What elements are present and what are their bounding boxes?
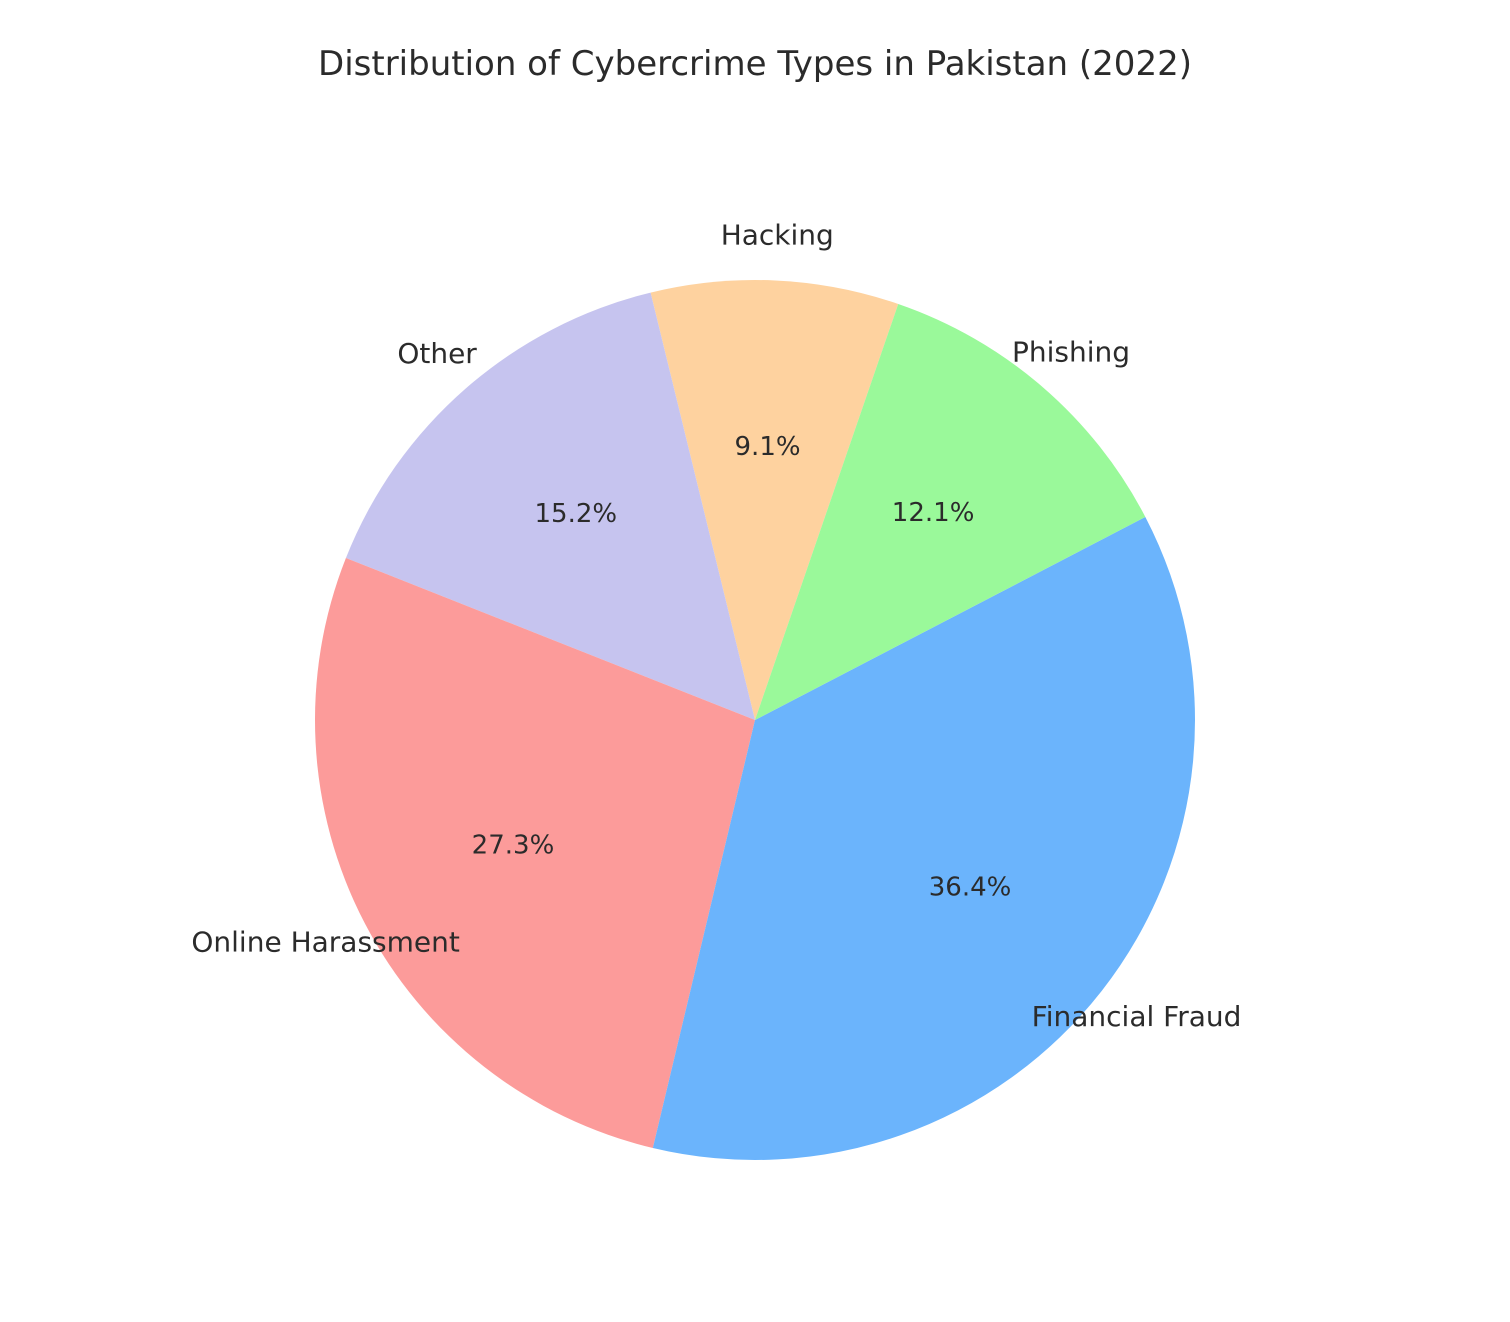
slice-category-label: Other [397,337,477,370]
slice-percent-label: 15.2% [535,499,618,529]
slice-percent-label: 9.1% [735,432,801,462]
slice-category-label: Phishing [1012,335,1130,368]
slice-percent-label: 12.1% [892,498,975,528]
slice-category-label: Hacking [721,219,834,252]
chart-title: Distribution of Cybercrime Types in Paki… [318,44,1192,84]
slice-percent-label: 36.4% [929,872,1012,902]
slice-category-label: Financial Fraud [1032,1000,1242,1033]
chart-container: Distribution of Cybercrime Types in Paki… [0,0,1510,1322]
slice-category-label: Online Harassment [191,925,460,958]
slice-percent-label: 27.3% [472,830,555,860]
pie-chart: Distribution of Cybercrime Types in Paki… [0,0,1510,1322]
